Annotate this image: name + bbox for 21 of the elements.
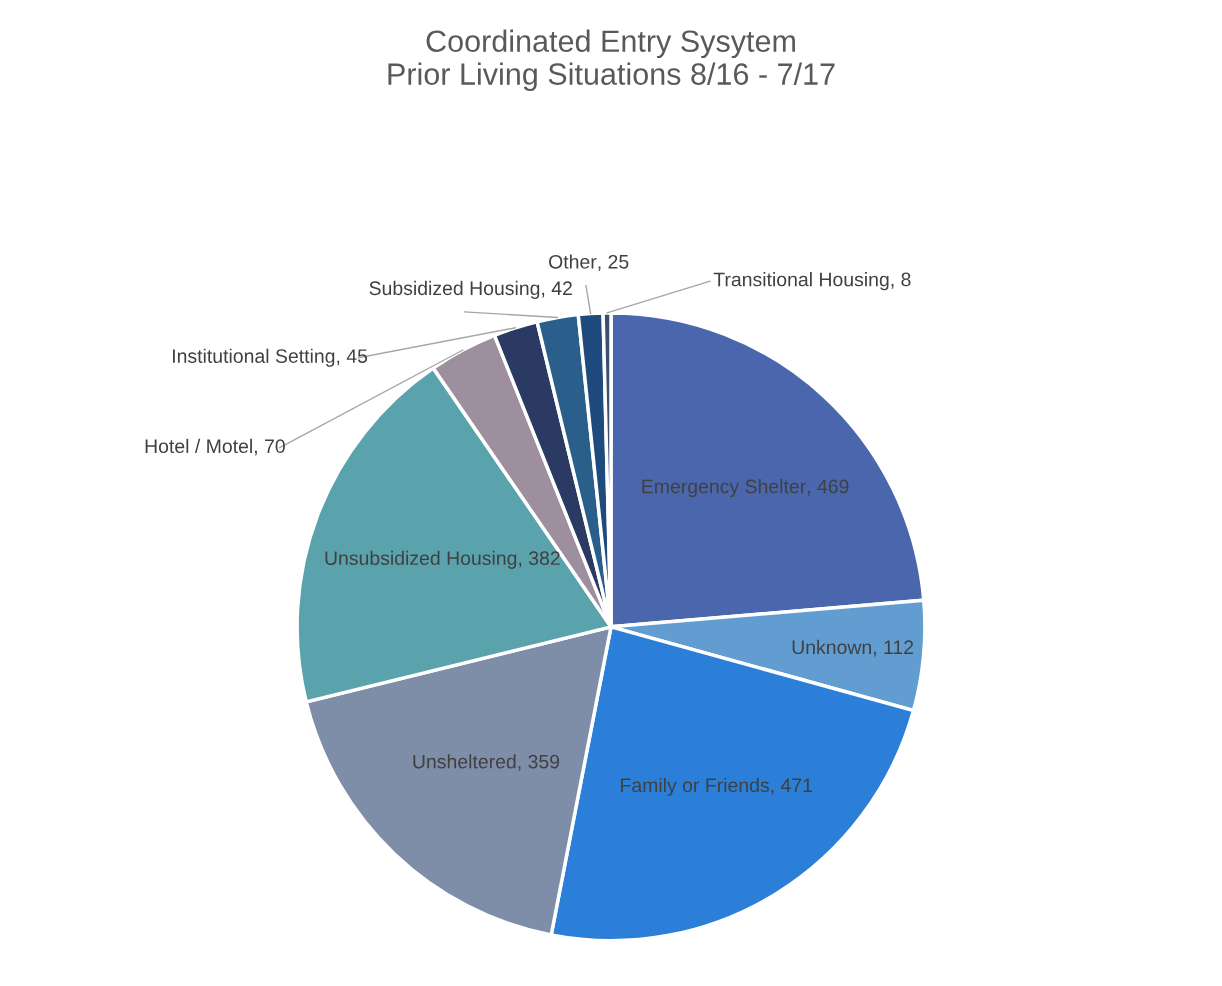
- data-label: , 8: [891, 272, 911, 289]
- slice-label: Institutional Setting: [173, 348, 335, 367]
- data-label: , 469: [807, 479, 849, 496]
- slice-label: Family or Friends: [621, 777, 769, 796]
- data-label: , 45: [337, 349, 368, 366]
- data-label: , 382: [519, 551, 560, 568]
- data-label: , 42: [542, 281, 572, 298]
- data-label: , 112: [873, 640, 914, 657]
- slice-label: Emergency Shelter: [642, 479, 806, 498]
- chart-title: Coordinated Entry Sysytem Prior Living Situations 8/16 - 7/17: [388, 29, 835, 91]
- data-label: , 471: [771, 778, 812, 795]
- slice-label: Unknown: [792, 639, 871, 655]
- slice-label: Other: [549, 254, 597, 269]
- slice-label: Hotel / Motel: [145, 438, 252, 454]
- slice-label: Unsubsidized Housing: [325, 550, 517, 569]
- slice-label: Unsheltered: [413, 754, 516, 769]
- data-label: , 359: [518, 754, 560, 771]
- slice-label: Subsidized Housing: [369, 280, 540, 299]
- data-label: , 70: [254, 439, 285, 456]
- slice-label: Transitional Housing: [713, 272, 889, 291]
- data-label: , 25: [598, 254, 629, 271]
